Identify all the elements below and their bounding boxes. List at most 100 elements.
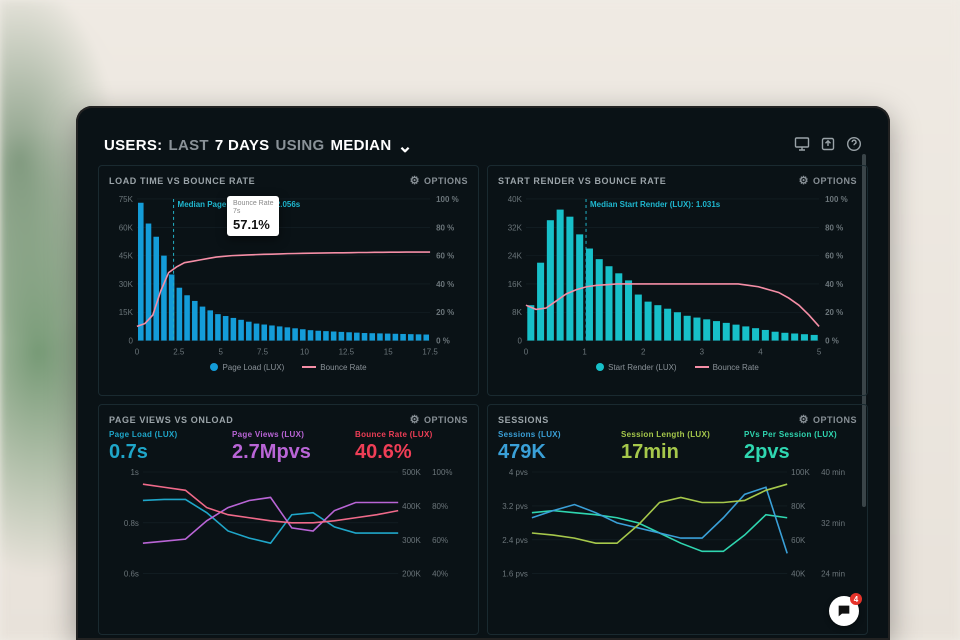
svg-text:40%: 40% (432, 570, 448, 578)
svg-text:Median Page Load (LUX): 2.056s: Median Page Load (LUX): 2.056s (178, 200, 301, 209)
legend: Start Render (LUX) Bounce Rate (498, 363, 857, 372)
svg-text:40K: 40K (791, 570, 806, 578)
svg-text:1.6 pvs: 1.6 pvs (502, 570, 528, 578)
options-button[interactable]: ⚙OPTIONS (410, 413, 468, 426)
svg-text:0: 0 (129, 337, 134, 346)
svg-text:15: 15 (384, 348, 393, 357)
svg-text:100 %: 100 % (825, 195, 848, 204)
panel-render-vs-bounce: START RENDER VS BOUNCE RATE ⚙OPTIONS 40K… (487, 165, 868, 396)
gear-icon: ⚙ (799, 174, 809, 187)
chat-button[interactable]: 4 (829, 596, 859, 626)
gear-icon: ⚙ (410, 413, 420, 426)
page-title-dropdown[interactable]: USERS: LAST 7 DAYS USING MEDIAN ⌄ (104, 137, 413, 154)
svg-text:5: 5 (218, 348, 223, 357)
svg-text:24 min: 24 min (821, 570, 845, 578)
svg-text:Median Start Render (LUX): 1.0: Median Start Render (LUX): 1.031s (590, 200, 721, 209)
metric-label: Bounce Rate (LUX) (355, 430, 468, 439)
header-actions (794, 136, 862, 155)
svg-text:2.5: 2.5 (173, 348, 185, 357)
svg-text:32 min: 32 min (821, 519, 845, 528)
title-dim2: USING (275, 137, 324, 154)
svg-text:20 %: 20 % (436, 308, 454, 317)
svg-text:60K: 60K (791, 536, 806, 545)
title-b2: MEDIAN (330, 137, 391, 154)
metric-value: 0.7s (109, 441, 222, 464)
svg-text:8K: 8K (512, 308, 522, 317)
svg-text:60 %: 60 % (825, 252, 843, 261)
svg-text:40 %: 40 % (825, 280, 843, 289)
svg-text:40 min: 40 min (821, 468, 845, 477)
svg-text:4 pvs: 4 pvs (509, 468, 528, 477)
svg-text:3: 3 (700, 348, 705, 357)
svg-text:0 %: 0 % (436, 337, 450, 346)
svg-text:30K: 30K (119, 280, 134, 289)
metric-value: 2pvs (744, 441, 857, 464)
metric: Session Length (LUX) 17min (621, 430, 734, 464)
metric-label: Session Length (LUX) (621, 430, 734, 439)
panel-title: PAGE VIEWS VS ONLOAD (109, 415, 233, 425)
gear-icon: ⚙ (799, 413, 809, 426)
svg-text:45K: 45K (119, 252, 134, 261)
svg-text:1: 1 (582, 348, 587, 357)
panel-title: LOAD TIME VS BOUNCE RATE (109, 176, 255, 186)
metric-label: Page Views (LUX) (232, 430, 345, 439)
svg-text:0 %: 0 % (825, 337, 839, 346)
monitor-icon[interactable] (794, 136, 810, 155)
metric: Page Load (LUX)0.7s (109, 430, 222, 464)
page-header: USERS: LAST 7 DAYS USING MEDIAN ⌄ (98, 136, 868, 165)
panel-load-vs-bounce: LOAD TIME VS BOUNCE RATE ⚙OPTIONS 75K60K… (98, 165, 479, 396)
panel-title: START RENDER VS BOUNCE RATE (498, 176, 666, 186)
svg-text:40K: 40K (508, 195, 523, 204)
svg-text:60 %: 60 % (436, 252, 454, 261)
options-button[interactable]: ⚙OPTIONS (799, 413, 857, 426)
metric: Bounce Rate (LUX) 40.6% (355, 430, 468, 464)
legend-item: Start Render (LUX) (596, 363, 676, 372)
help-icon[interactable] (846, 136, 862, 155)
panel-pageviews-onload: PAGE VIEWS VS ONLOAD ⚙OPTIONS Page Load … (98, 404, 479, 635)
share-icon[interactable] (820, 136, 836, 155)
title-b1: 7 DAYS (215, 137, 270, 154)
options-button[interactable]: ⚙OPTIONS (799, 174, 857, 187)
svg-text:10: 10 (300, 348, 309, 357)
svg-text:0.6s: 0.6s (124, 570, 139, 578)
svg-text:16K: 16K (508, 280, 523, 289)
svg-text:4: 4 (758, 348, 763, 357)
panel-title: SESSIONS (498, 415, 549, 425)
legend: Page Load (LUX)Bounce Rate (109, 363, 468, 372)
svg-text:0.8s: 0.8s (124, 519, 139, 528)
svg-text:5: 5 (817, 348, 822, 357)
svg-text:0: 0 (135, 348, 140, 357)
panel-sessions: SESSIONS ⚙OPTIONS Sessions (LUX)479KSess… (487, 404, 868, 635)
legend-item: Page Load (LUX) (210, 363, 284, 372)
metric: PVs Per Session (LUX)2pvs (744, 430, 857, 464)
svg-text:20 %: 20 % (825, 308, 843, 317)
metric-label: Sessions (LUX) (498, 430, 611, 439)
chat-badge: 4 (850, 593, 862, 605)
metric: Sessions (LUX) 479K (498, 430, 611, 464)
svg-text:100 %: 100 % (436, 195, 459, 204)
chart-pageviews: 1s0.8s0.6s500K400K300K200K100%80%60%40% (109, 468, 468, 578)
svg-text:400K: 400K (402, 502, 421, 511)
svg-text:500K: 500K (402, 468, 421, 477)
gear-icon: ⚙ (410, 174, 420, 187)
metric-strip: Page Load (LUX)0.7s Page Views (LUX) 2.7Mp… (109, 430, 468, 464)
metric-value: 40.6% (355, 441, 468, 464)
title-dim1: LAST (168, 137, 208, 154)
legend-item: Bounce Rate (695, 363, 759, 372)
svg-text:75K: 75K (119, 195, 134, 204)
chart-sessions: 4 pvs3.2 pvs2.4 pvs1.6 pvs100K80K60K40K4… (498, 468, 857, 578)
metric-value: 17min (621, 441, 734, 464)
metric-value: 2.7Mpvs (232, 441, 345, 464)
svg-text:32K: 32K (508, 223, 523, 232)
svg-text:2.4 pvs: 2.4 pvs (502, 536, 528, 545)
svg-text:0: 0 (518, 337, 523, 346)
svg-text:40 %: 40 % (436, 280, 454, 289)
options-button[interactable]: ⚙OPTIONS (410, 174, 468, 187)
metric-value: 479K (498, 441, 611, 464)
chart-load-bounce: 75K60K45K30K15K0100 %80 %60 %40 %20 %0 %… (109, 191, 468, 361)
title-prefix: USERS: (104, 137, 162, 154)
svg-text:12.5: 12.5 (339, 348, 355, 357)
dashboard-screen: USERS: LAST 7 DAYS USING MEDIAN ⌄ (98, 136, 868, 640)
svg-text:7.5: 7.5 (257, 348, 269, 357)
svg-text:300K: 300K (402, 536, 421, 545)
